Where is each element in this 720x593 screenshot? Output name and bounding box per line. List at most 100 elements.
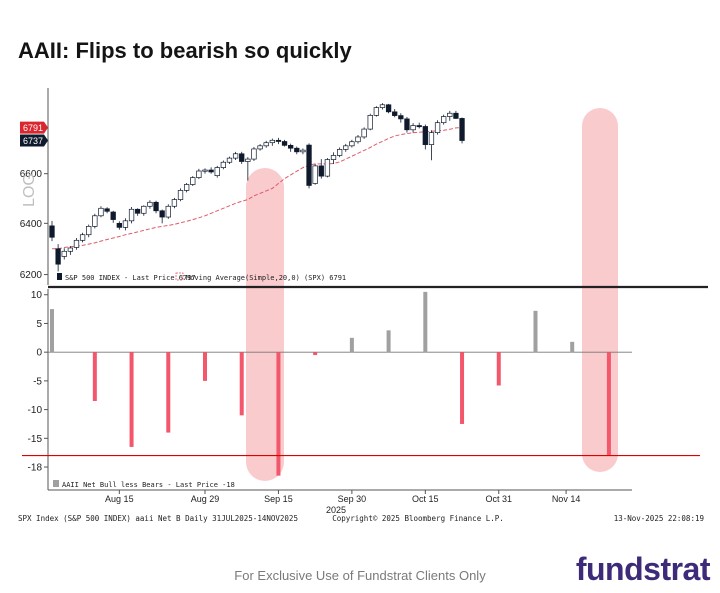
candle-body (324, 159, 331, 177)
candle-body (171, 199, 178, 207)
candle-body (281, 141, 288, 146)
candle-body (441, 116, 447, 124)
candle-body (55, 248, 61, 265)
sentiment-panel: 10 5 0 -5 -10 -15 -18 AAII Net Bull less Bears… (22, 289, 700, 515)
source-line: SPX Index (S&P 500 INDEX) aaii Net B Dai… (18, 514, 704, 523)
candle-body (367, 115, 373, 130)
candle-body (147, 201, 153, 207)
candle (367, 113, 373, 131)
candlesticks (49, 103, 465, 272)
candle-body (220, 161, 227, 168)
candle (245, 157, 251, 181)
candle (165, 204, 171, 219)
candle-body (190, 177, 196, 185)
last-price-labels: 6791 6737 (20, 121, 48, 147)
sentiment-legend: AAII Net Bull less Bears - Last Price -1… (53, 480, 235, 489)
price-y-tick-label: 6200 (20, 270, 43, 281)
source-right: 13-Nov-2025 22:08:19 (614, 514, 704, 523)
candle (67, 246, 74, 255)
sentiment-bar (606, 352, 611, 456)
candle (135, 208, 141, 216)
candle-body (122, 220, 129, 228)
candle (324, 158, 331, 178)
candle-body (86, 226, 92, 236)
candle (410, 123, 416, 133)
last-price-tag (20, 134, 48, 147)
candle (104, 207, 110, 214)
candle (398, 113, 404, 123)
candle-body (453, 112, 459, 119)
candle (416, 122, 422, 129)
candle (86, 224, 92, 238)
candle (239, 151, 245, 164)
candle-body (251, 148, 257, 160)
source-left: SPX Index (S&P 500 INDEX) aaii Net B Dai… (18, 514, 298, 523)
candle-body (306, 144, 312, 186)
candle (306, 143, 312, 189)
candle-body (159, 210, 165, 218)
candle-body (275, 139, 282, 142)
candle (202, 168, 208, 174)
x-tick-label: Sep 15 (264, 494, 293, 504)
candle-body (392, 111, 398, 116)
candle-body (404, 118, 410, 131)
candle (300, 148, 306, 155)
candle (110, 210, 116, 223)
price-y-ticks: 6200 6400 6600 (20, 169, 48, 281)
candle-body (141, 205, 147, 214)
sentiment-bars (50, 291, 611, 476)
candle-body (330, 155, 337, 160)
sentiment-y-ticks: 10 5 0 -5 -10 -15 -18 (28, 290, 48, 474)
candle (79, 232, 86, 243)
candle-body (128, 208, 135, 222)
candle (355, 135, 361, 144)
x-tick-label: Nov 14 (552, 494, 581, 504)
candle (288, 143, 294, 152)
legend-candle-icon (57, 273, 62, 280)
candle-body (177, 190, 184, 200)
candle (128, 207, 135, 224)
price-panel: 6200 6400 6600 LOG 6791 6737 S&P 500 INDEX … (20, 88, 465, 285)
candle (177, 188, 184, 202)
candle (92, 213, 98, 229)
candle (373, 106, 380, 117)
candle (183, 183, 190, 193)
sentiment-bar (533, 310, 538, 353)
sentiment-y-tick-label: 0 (36, 348, 42, 359)
candle-body (183, 184, 190, 191)
candle-body (226, 157, 233, 163)
candle (361, 127, 367, 139)
candle-body (422, 126, 428, 145)
candle-body (104, 208, 110, 212)
candle-body (416, 125, 422, 128)
footer-note: For Exclusive Use of Fundstrat Clients O… (234, 568, 486, 583)
candle (441, 114, 447, 125)
candle-body (294, 147, 300, 153)
candle (232, 151, 239, 161)
brand-logo: fundstrat (575, 551, 711, 587)
candle (428, 130, 435, 161)
x-tick-label: Oct 31 (486, 494, 513, 504)
candle (55, 244, 61, 272)
candle-body (336, 149, 343, 156)
candle (49, 220, 55, 242)
candle (453, 110, 459, 119)
candle (404, 117, 410, 133)
candle-body (135, 208, 141, 214)
candle (73, 238, 80, 250)
candle-body (214, 167, 220, 176)
candle-body (202, 169, 208, 172)
last-price-value: 6791 (23, 123, 43, 133)
sentiment-bar (570, 341, 575, 353)
candle (434, 120, 441, 135)
legend-bar-icon (53, 480, 59, 487)
candle (318, 159, 324, 179)
x-tick-label: Aug 29 (191, 494, 220, 504)
moving-average-line (52, 127, 463, 250)
candle-body (318, 165, 324, 177)
x-axis-ticks: Aug 15 Aug 29 Sep 15 Sep 30 Oct 15 Oct 31 Nov … (105, 490, 580, 504)
candle-body (239, 153, 245, 162)
candle-body (208, 169, 214, 173)
candle (171, 197, 178, 209)
sentiment-y-tick-label: -10 (28, 405, 43, 416)
